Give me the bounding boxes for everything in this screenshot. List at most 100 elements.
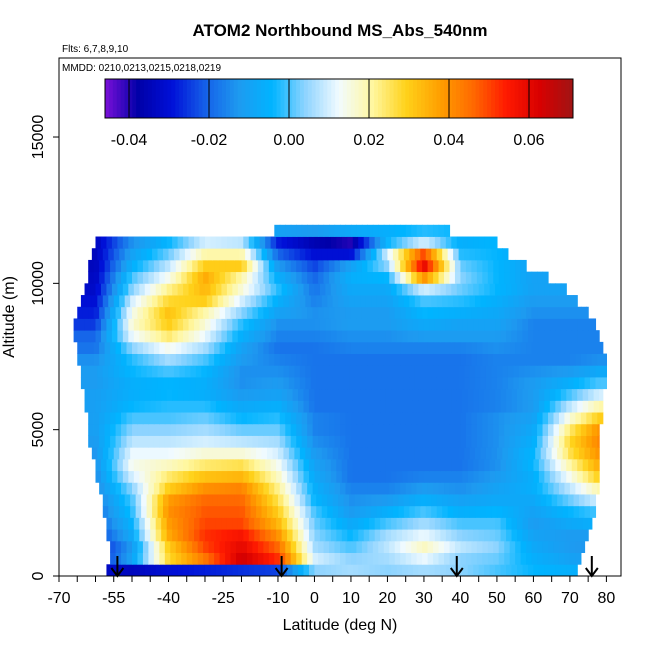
heatmap-cell [498, 540, 505, 553]
heatmap-cell [267, 295, 274, 308]
colorbar-tick-label: -0.04 [111, 132, 148, 149]
heatmap-cell [319, 458, 326, 472]
heatmap-cell [360, 447, 367, 460]
heatmap-cell [272, 295, 279, 308]
heatmap-cell [279, 353, 286, 366]
heatmap-cell [287, 388, 294, 401]
heatmap-cell [391, 564, 398, 577]
heatmap-cell [520, 423, 527, 436]
heatmap-cell [511, 470, 518, 483]
heatmap-cell [361, 341, 368, 354]
heatmap-cell [188, 529, 195, 542]
heatmap-cell [319, 517, 326, 530]
heatmap-cell [190, 447, 197, 460]
heatmap-cell [141, 248, 148, 261]
heatmap-cell [177, 564, 184, 577]
heatmap-cell [168, 365, 175, 378]
heatmap-cell [113, 505, 120, 518]
heatmap-cell [97, 365, 104, 378]
heatmap-cell [573, 505, 580, 518]
heatmap-cell [104, 482, 111, 495]
heatmap-cell [155, 236, 162, 249]
heatmap-cell [210, 529, 217, 542]
heatmap-cell [409, 295, 416, 308]
heatmap-cell [369, 330, 376, 343]
heatmap-cell [301, 259, 308, 273]
heatmap-cell [228, 295, 235, 308]
heatmap-cell [577, 470, 584, 483]
heatmap-cell [130, 505, 137, 518]
heatmap-cell [363, 388, 370, 401]
heatmap-cell [502, 365, 509, 378]
heatmap-cell [433, 552, 440, 565]
heatmap-cell [438, 271, 445, 284]
heatmap-cell [137, 259, 144, 273]
heatmap-cell [573, 376, 580, 390]
heatmap-cell [319, 470, 326, 483]
heatmap-cell [405, 540, 412, 553]
heatmap-cell [164, 540, 171, 553]
heatmap-cell [314, 458, 321, 472]
heatmap-cell [372, 423, 379, 436]
heatmap-cell [569, 412, 576, 425]
heatmap-cell [334, 412, 341, 425]
heatmap-cell [340, 341, 347, 354]
heatmap-cell [194, 458, 201, 472]
heatmap-cell [301, 423, 308, 436]
heatmap-cell [471, 259, 478, 273]
heatmap-cell [131, 435, 139, 448]
heatmap-cell [104, 259, 111, 273]
heatmap-cell [473, 283, 480, 296]
heatmap-cell [298, 388, 305, 401]
heatmap-cell [117, 458, 124, 472]
heatmap-cell [372, 341, 379, 354]
heatmap-cell [376, 447, 383, 460]
heatmap-cell [281, 470, 288, 483]
heatmap-cell [259, 400, 266, 413]
heatmap-cell [194, 517, 201, 530]
heatmap-cell [274, 482, 281, 495]
heatmap-cell [343, 295, 350, 308]
heatmap-cell [323, 435, 330, 448]
heatmap-cell [506, 470, 513, 483]
heatmap-cell [544, 318, 551, 331]
heatmap-cell [456, 236, 463, 249]
heatmap-cell [318, 271, 325, 284]
heatmap-cell [416, 482, 423, 495]
heatmap-cell [591, 423, 598, 436]
heatmap-cell [584, 365, 591, 378]
heatmap-cell [548, 482, 555, 495]
heatmap-cell [219, 271, 226, 284]
heatmap-cell [533, 318, 540, 331]
heatmap-cell [139, 330, 146, 343]
heatmap-cell [117, 388, 124, 401]
heatmap-cell [299, 505, 306, 518]
heatmap-cell [557, 365, 564, 378]
heatmap-cell [261, 447, 268, 460]
heatmap-cell [221, 400, 228, 413]
heatmap-cell [318, 259, 325, 273]
heatmap-cell [135, 376, 142, 390]
heatmap-cell [181, 306, 188, 319]
heatmap-cell [537, 540, 544, 553]
heatmap-cell [451, 470, 458, 483]
heatmap-cell [248, 330, 255, 343]
heatmap-cell [115, 540, 122, 553]
heatmap-cell [104, 435, 111, 448]
heatmap-cell [184, 447, 191, 460]
heatmap-cell [418, 283, 425, 296]
heatmap-cell [520, 552, 527, 565]
heatmap-cell [108, 376, 115, 390]
heatmap-cell [429, 458, 436, 472]
heatmap-cell [122, 470, 129, 483]
heatmap-cell [310, 248, 317, 261]
heatmap-cell [560, 470, 567, 483]
heatmap-cell [476, 540, 483, 553]
heatmap-cell [402, 388, 409, 401]
heatmap-cell [121, 306, 128, 319]
heatmap-cell [431, 295, 438, 308]
heatmap-cell [498, 353, 505, 366]
heatmap-cell [283, 295, 290, 308]
heatmap-cell [259, 330, 266, 343]
